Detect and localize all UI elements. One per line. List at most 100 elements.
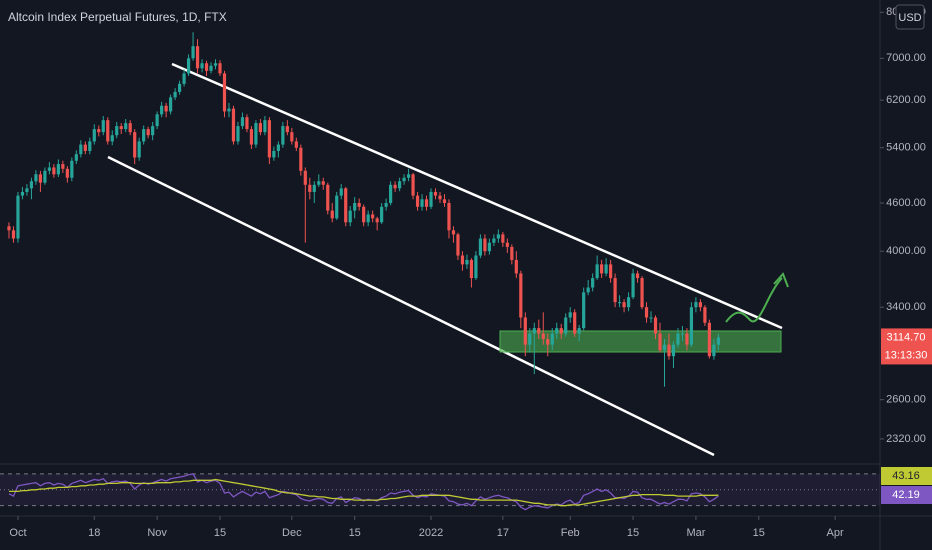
candle-body xyxy=(658,333,662,351)
candle-body xyxy=(142,129,146,142)
candle-body xyxy=(424,199,429,207)
candle-body xyxy=(240,117,245,127)
channel-lower xyxy=(107,155,715,457)
candle-body xyxy=(169,97,173,112)
candle-body xyxy=(420,199,424,207)
candle-body xyxy=(617,302,622,304)
x-tick-label: Nov xyxy=(147,527,167,539)
y-tick-label: 5400.00 xyxy=(886,142,926,154)
candle-body xyxy=(397,181,402,189)
candle-body xyxy=(119,126,123,130)
candle-body xyxy=(653,317,658,334)
projection xyxy=(725,272,789,323)
candle-body xyxy=(16,195,20,239)
x-tick-label: 15 xyxy=(627,527,639,539)
y-tick-label: 3400.00 xyxy=(886,301,926,313)
candle-body xyxy=(65,168,69,178)
candle-body xyxy=(101,120,105,133)
candle-body xyxy=(110,135,114,142)
candle-body xyxy=(433,191,438,196)
candle-body xyxy=(34,174,38,182)
candle-body xyxy=(541,333,545,340)
candle-body xyxy=(483,238,487,252)
candle-body xyxy=(353,203,357,211)
candle-body xyxy=(344,188,348,223)
indicator-tag xyxy=(881,467,932,485)
y-tick-label: 2320.00 xyxy=(886,433,926,445)
x-tick-label: 15 xyxy=(214,527,226,539)
y-tick-label: 4000.00 xyxy=(886,245,926,257)
currency[interactable]: USD xyxy=(898,12,921,24)
candle-body xyxy=(236,126,240,142)
candle-body xyxy=(303,170,307,185)
rsi-line xyxy=(9,478,719,507)
rsi-line xyxy=(8,473,719,511)
last-price-tag xyxy=(881,328,932,365)
candle-body xyxy=(79,144,83,155)
last-price-label: 3114.70 xyxy=(887,331,926,343)
candle-body xyxy=(532,328,536,334)
candle-body xyxy=(70,160,74,178)
candle-body xyxy=(182,73,186,84)
candle-body xyxy=(505,242,509,247)
candle-body xyxy=(308,184,312,192)
candle-body xyxy=(191,46,195,59)
candle-body xyxy=(366,214,370,223)
candle-body xyxy=(487,242,491,252)
candle-body xyxy=(447,203,451,231)
candle-body xyxy=(707,322,711,357)
candle-body xyxy=(204,63,209,71)
currency-box[interactable] xyxy=(895,4,925,30)
x-tick-label: 17 xyxy=(497,527,509,539)
candle-body xyxy=(406,174,411,178)
candle-body xyxy=(335,195,339,219)
candle-body xyxy=(43,170,47,183)
candle-body xyxy=(514,259,518,274)
candle-body xyxy=(384,203,388,207)
candle-body xyxy=(389,184,393,204)
candle-body xyxy=(492,238,496,243)
rsi-pane: 43.16 42.19 xyxy=(0,467,932,511)
candle-body xyxy=(231,108,236,142)
candle-body xyxy=(326,184,330,211)
candle-body xyxy=(137,141,141,158)
candle-body xyxy=(644,307,649,318)
candle-body xyxy=(227,108,231,112)
candle-body xyxy=(195,46,200,69)
candle-body xyxy=(415,195,420,207)
x-tick-label: Mar xyxy=(686,527,705,539)
candle-body xyxy=(38,174,43,183)
candle-body xyxy=(375,218,379,223)
candle-body xyxy=(568,312,572,318)
candle-body xyxy=(510,246,514,260)
candle-body xyxy=(465,259,469,265)
candle-body xyxy=(106,120,110,142)
candle-body xyxy=(438,195,442,200)
candle-body xyxy=(281,126,285,145)
candle-body xyxy=(662,344,667,351)
x-tick-label: Oct xyxy=(9,527,26,539)
candle-body xyxy=(258,123,263,133)
candle-body xyxy=(402,177,406,182)
candle-body xyxy=(254,123,258,145)
candle-body xyxy=(209,65,213,71)
candle-body xyxy=(11,230,16,239)
candle-body xyxy=(712,344,716,357)
candle-body xyxy=(362,206,366,223)
candle-body xyxy=(155,114,159,127)
candle-body xyxy=(586,287,590,293)
candle-body xyxy=(339,188,343,196)
candle-body xyxy=(411,174,415,196)
candle-body xyxy=(442,199,447,204)
candle-body xyxy=(550,333,554,345)
candle-body xyxy=(604,264,608,274)
candle-body xyxy=(272,150,276,158)
candle-body xyxy=(7,226,11,231)
candle-body xyxy=(186,58,191,74)
candle-body xyxy=(635,273,640,279)
candle-body xyxy=(222,73,227,112)
candle-body xyxy=(582,292,586,329)
candle-body xyxy=(640,278,644,308)
